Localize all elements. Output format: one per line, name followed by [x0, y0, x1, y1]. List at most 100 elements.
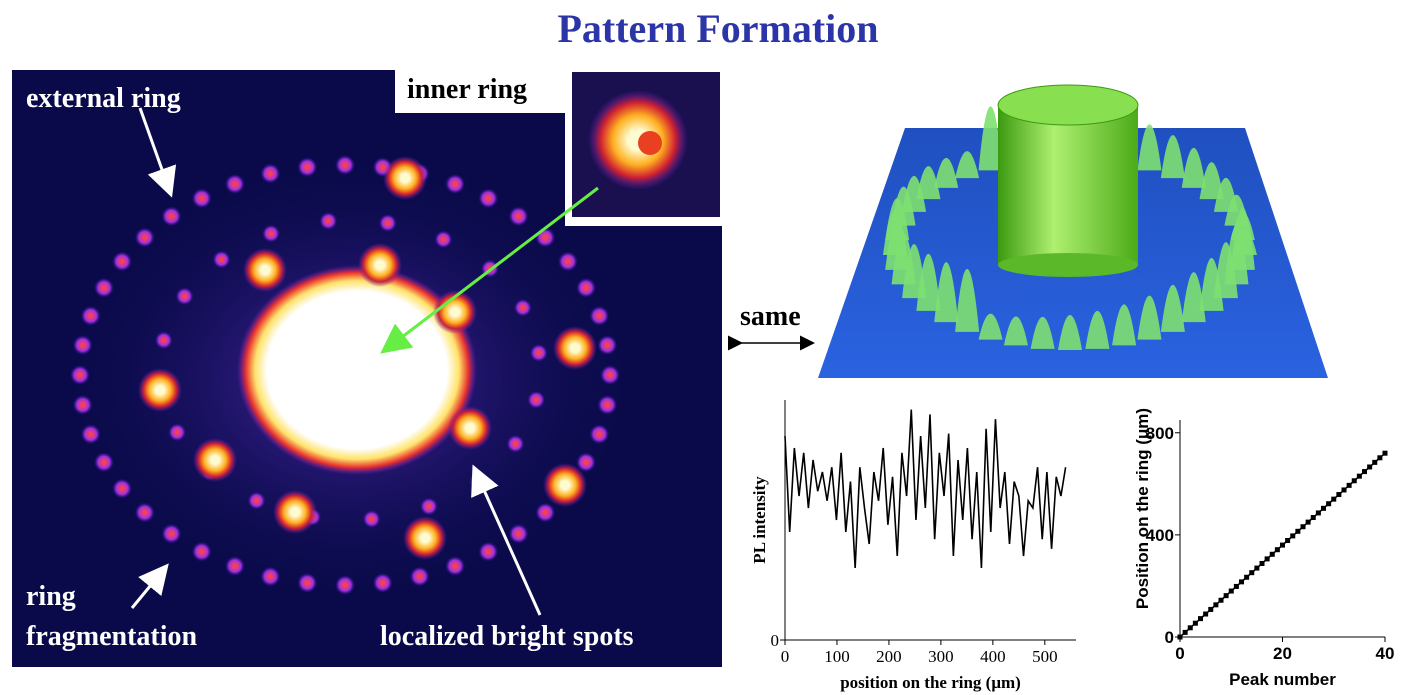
marker: [1311, 515, 1316, 520]
annotation: localized bright spots: [380, 621, 634, 652]
cylinder-base: [998, 253, 1138, 277]
ring-dot: [379, 214, 397, 232]
marker: [1362, 469, 1367, 474]
ring-dot: [597, 395, 617, 415]
x-tick-label: 100: [824, 647, 850, 666]
ring-dot: [373, 573, 393, 593]
x-tick-label: 400: [980, 647, 1006, 666]
ring-dot: [589, 306, 609, 326]
bright-spot: [383, 156, 427, 200]
marker: [1280, 543, 1285, 548]
ring-dot: [478, 188, 498, 208]
ring-dot: [527, 391, 545, 409]
marker: [1219, 598, 1224, 603]
surface-plot: [818, 85, 1328, 378]
marker: [1316, 510, 1321, 515]
ring-dot: [94, 452, 114, 472]
marker: [1321, 506, 1326, 511]
marker: [1372, 460, 1377, 465]
marker: [1301, 524, 1306, 529]
marker: [1234, 584, 1239, 589]
ring-dot: [514, 299, 532, 317]
ring-dot: [509, 206, 529, 226]
ring-dot: [81, 306, 101, 326]
marker: [1254, 566, 1259, 571]
ring-dot: [262, 225, 280, 243]
x-tick-label: 0: [781, 647, 790, 666]
x-tick-label: 40: [1376, 644, 1395, 663]
ring-dot: [319, 212, 337, 230]
bright-spot: [543, 463, 587, 507]
ring-dot: [509, 524, 529, 544]
x-tick-label: 0: [1175, 644, 1184, 663]
bright-spot: [193, 438, 237, 482]
marker: [1260, 561, 1265, 566]
annotation: fragmentation: [26, 621, 198, 652]
ring-dot: [94, 278, 114, 298]
ring-dot: [530, 344, 548, 362]
ring-dot: [192, 542, 212, 562]
ring-dot: [363, 510, 381, 528]
bright-spot: [243, 248, 287, 292]
ring-dot: [192, 188, 212, 208]
bright-spot: [138, 368, 182, 412]
ring-dot: [478, 542, 498, 562]
annotation: inner ring: [407, 74, 527, 105]
ring-dot: [589, 424, 609, 444]
marker: [1193, 621, 1198, 626]
ring-dot: [535, 503, 555, 523]
x-tick-label: 20: [1273, 644, 1292, 663]
ring-dot: [335, 575, 355, 595]
x-axis-label: Peak number: [1229, 670, 1336, 689]
marker: [1224, 593, 1229, 598]
ring-dot: [260, 566, 280, 586]
ring-dot: [161, 206, 181, 226]
ring-dot: [297, 157, 317, 177]
ring-dot: [168, 423, 186, 441]
ring-dot: [70, 365, 90, 385]
marker: [1239, 579, 1244, 584]
x-tick-label: 500: [1032, 647, 1058, 666]
marker: [1367, 464, 1372, 469]
marker: [1275, 547, 1280, 552]
bright-spot: [358, 243, 402, 287]
marker: [1342, 487, 1347, 492]
x-tick-label: 300: [928, 647, 954, 666]
ring-dot: [445, 556, 465, 576]
slide-title: Pattern Formation: [557, 6, 878, 51]
marker: [1265, 556, 1270, 561]
annotation: same: [740, 301, 801, 332]
marker: [1213, 602, 1218, 607]
y-tick-label: 0: [771, 631, 780, 650]
marker: [1198, 616, 1203, 621]
marker: [1290, 533, 1295, 538]
ring-dot: [81, 424, 101, 444]
marker: [1183, 630, 1188, 635]
annotation: external ring: [26, 83, 181, 114]
ring-dot: [260, 164, 280, 184]
marker: [1229, 589, 1234, 594]
marker: [1336, 492, 1341, 497]
ring-dot: [335, 155, 355, 175]
ring-dot: [248, 492, 266, 510]
marker: [1377, 455, 1382, 460]
inset-image: [565, 68, 722, 226]
marker: [1347, 483, 1352, 488]
ring-dot: [434, 230, 452, 248]
ring-dot: [112, 479, 132, 499]
ring-dot: [600, 365, 620, 385]
bright-spot: [403, 516, 447, 560]
ring-dot: [73, 395, 93, 415]
ring-dot: [576, 278, 596, 298]
x-tick-label: 200: [876, 647, 902, 666]
ring-dot: [213, 250, 231, 268]
y-axis-label: PL intensity: [750, 476, 769, 564]
ring-dot: [535, 227, 555, 247]
ring-dot: [445, 174, 465, 194]
bright-spot: [448, 406, 492, 450]
marker: [1249, 570, 1254, 575]
marker: [1306, 520, 1311, 525]
data-line: [785, 410, 1066, 568]
ring-dot: [506, 435, 524, 453]
ring-dot: [135, 227, 155, 247]
